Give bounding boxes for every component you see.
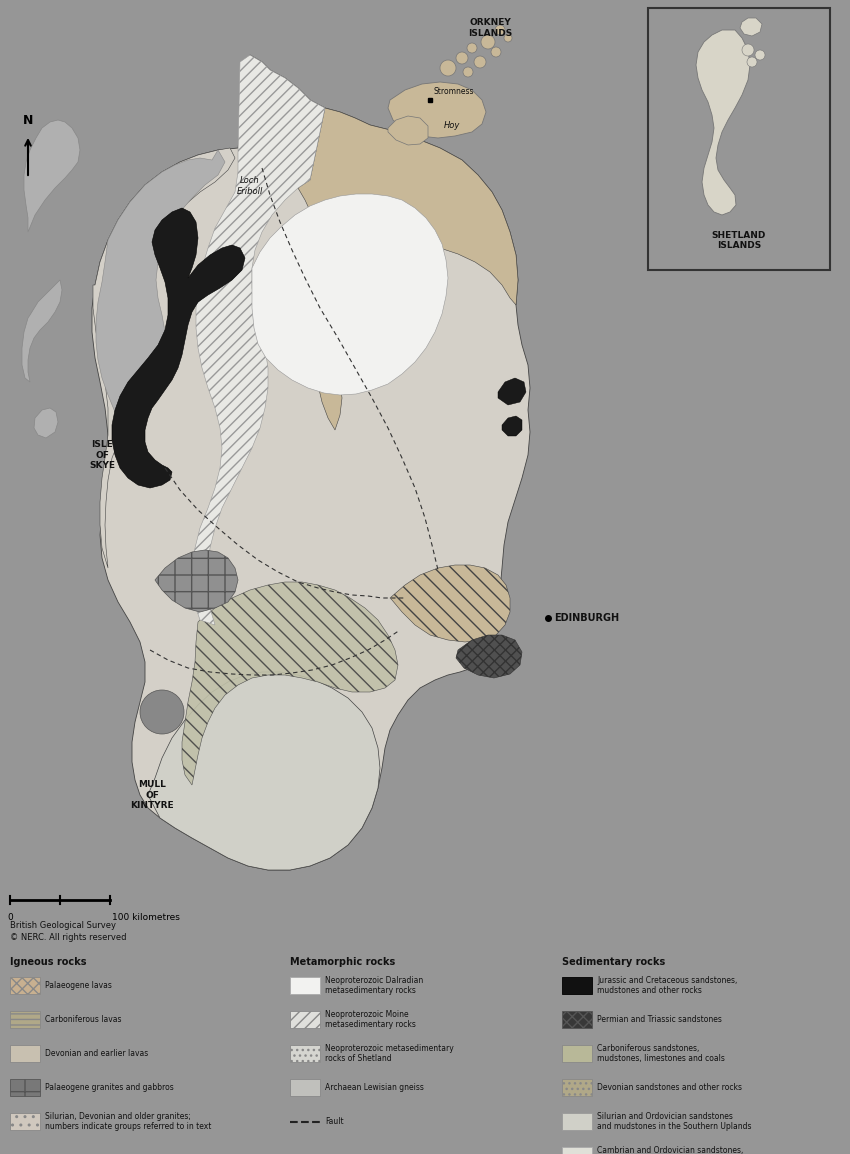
Polygon shape (92, 55, 530, 870)
Polygon shape (740, 18, 762, 36)
Text: ORKNEY
ISLANDS: ORKNEY ISLANDS (468, 18, 512, 38)
Bar (10, 977, 40, 994)
Text: 0: 0 (7, 913, 13, 922)
Text: MULL
OF
KINTYRE: MULL OF KINTYRE (130, 780, 173, 810)
Bar (290, 1046, 320, 1062)
Text: Fault: Fault (325, 1117, 343, 1126)
Polygon shape (93, 148, 235, 568)
Text: Palaeogene lavas: Palaeogene lavas (45, 981, 112, 990)
Bar (10, 1079, 40, 1096)
Text: Metamorphic rocks: Metamorphic rocks (290, 957, 395, 967)
Text: Palaeogene granites and gabbros: Palaeogene granites and gabbros (45, 1082, 173, 1092)
Bar (648, 8, 830, 270)
Text: SHETLAND
ISLANDS: SHETLAND ISLANDS (711, 231, 766, 250)
Polygon shape (498, 379, 526, 405)
Text: Loch
Eriboll: Loch Eriboll (237, 177, 264, 196)
Text: Silurian and Ordovician sandstones
and mudstones in the Southern Uplands: Silurian and Ordovician sandstones and m… (597, 1111, 751, 1131)
Polygon shape (252, 194, 448, 395)
Text: Jurassic and Cretaceous sandstones,
mudstones and other rocks: Jurassic and Cretaceous sandstones, muds… (597, 976, 737, 995)
Circle shape (456, 52, 468, 63)
Text: Devonian sandstones and other rocks: Devonian sandstones and other rocks (597, 1082, 742, 1092)
Polygon shape (192, 55, 325, 625)
Text: 100 kilometres: 100 kilometres (112, 913, 180, 922)
Bar (562, 977, 592, 994)
Text: Stromness: Stromness (434, 87, 474, 96)
Circle shape (747, 57, 757, 67)
Circle shape (742, 44, 754, 57)
Bar (562, 1046, 592, 1062)
Text: Neoproterozoic metasedimentary
rocks of Shetland: Neoproterozoic metasedimentary rocks of … (325, 1044, 454, 1063)
Polygon shape (148, 672, 380, 870)
Text: Archaean Lewisian gneiss: Archaean Lewisian gneiss (325, 1082, 424, 1092)
Bar (562, 1147, 592, 1154)
Text: EDINBURGH: EDINBURGH (554, 613, 619, 623)
Bar (290, 977, 320, 994)
Polygon shape (24, 120, 80, 232)
Polygon shape (112, 208, 245, 488)
Polygon shape (390, 565, 510, 642)
Text: Permian and Triassic sandstones: Permian and Triassic sandstones (597, 1016, 722, 1024)
Polygon shape (34, 409, 58, 439)
Polygon shape (182, 582, 398, 785)
Bar (290, 1011, 320, 1028)
Text: Cambrian and Ordovician sandstones,
limestones and other rocks: Cambrian and Ordovician sandstones, lime… (597, 1146, 744, 1154)
Polygon shape (96, 150, 225, 440)
Text: Hoy: Hoy (444, 120, 460, 129)
Circle shape (495, 25, 505, 35)
Text: N: N (23, 114, 33, 127)
Circle shape (504, 33, 512, 42)
Text: Carboniferous sandstones,
mudstones, limestones and coals: Carboniferous sandstones, mudstones, lim… (597, 1044, 725, 1063)
Polygon shape (388, 82, 486, 138)
Circle shape (463, 67, 473, 77)
Text: Devonian and earlier lavas: Devonian and earlier lavas (45, 1049, 148, 1058)
Circle shape (481, 35, 495, 48)
Circle shape (140, 690, 184, 734)
Text: Sedimentary rocks: Sedimentary rocks (562, 957, 666, 967)
Circle shape (491, 47, 501, 57)
Polygon shape (298, 108, 518, 430)
Polygon shape (502, 415, 522, 436)
Polygon shape (456, 635, 522, 679)
Polygon shape (155, 550, 238, 612)
Text: Silurian, Devonian and older granites;
numbers indicate groups referred to in te: Silurian, Devonian and older granites; n… (45, 1111, 212, 1131)
Bar (562, 1011, 592, 1028)
Text: British Geological Survey: British Geological Survey (10, 921, 116, 930)
Circle shape (440, 60, 456, 76)
Bar (10, 1046, 40, 1062)
Circle shape (474, 57, 486, 68)
Text: © NERC. All rights reserved: © NERC. All rights reserved (10, 932, 127, 942)
Polygon shape (388, 117, 428, 145)
Bar (10, 1011, 40, 1028)
Text: Neoproterozoic Dalradian
metasedimentary rocks: Neoproterozoic Dalradian metasedimentary… (325, 976, 423, 995)
Bar (562, 1112, 592, 1130)
Text: ISLE
OF
SKYE: ISLE OF SKYE (89, 440, 115, 470)
Polygon shape (22, 280, 62, 382)
Text: Carboniferous lavas: Carboniferous lavas (45, 1016, 122, 1024)
Bar (290, 1079, 320, 1096)
Circle shape (755, 50, 765, 60)
Text: Neoproterozoic Moine
metasedimentary rocks: Neoproterozoic Moine metasedimentary roc… (325, 1010, 416, 1029)
Bar (10, 1112, 40, 1130)
Bar (562, 1079, 592, 1096)
Polygon shape (696, 30, 750, 215)
Circle shape (467, 43, 477, 53)
Text: Igneous rocks: Igneous rocks (10, 957, 87, 967)
